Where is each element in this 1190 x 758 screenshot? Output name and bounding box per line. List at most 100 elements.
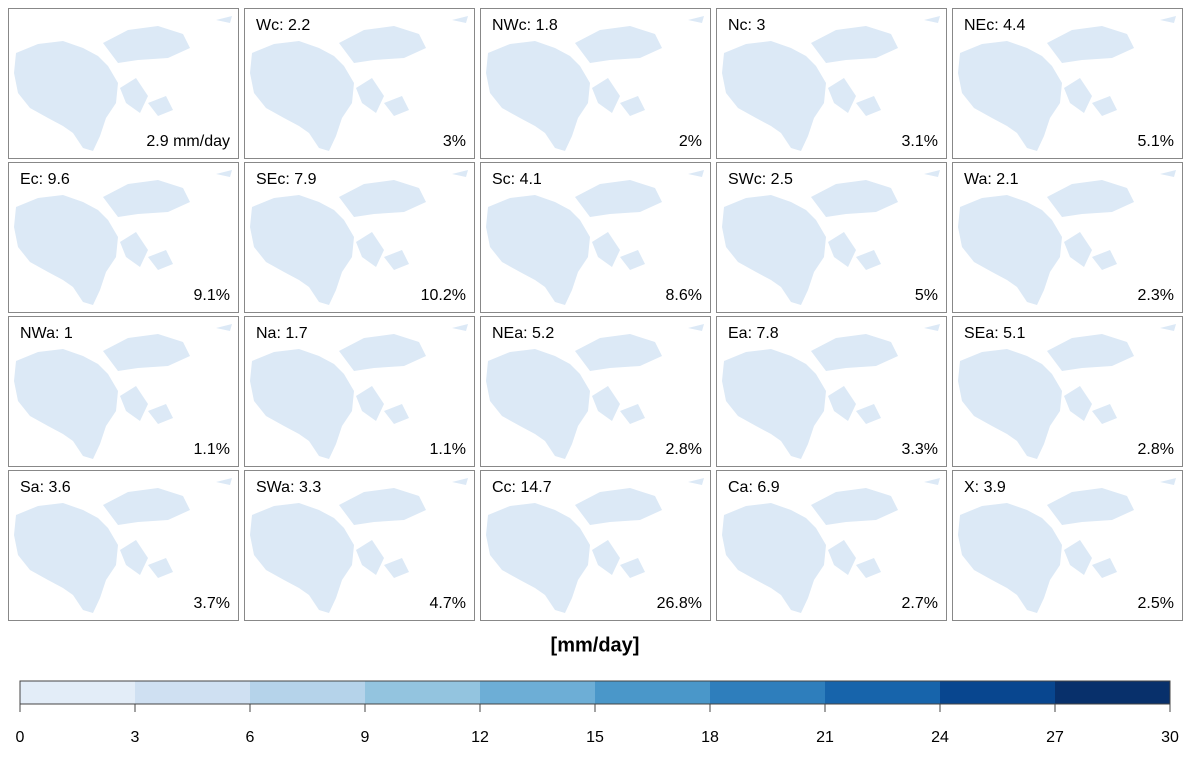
land	[452, 170, 468, 177]
land	[103, 488, 190, 525]
land	[148, 404, 173, 424]
panel-corner: 4.7%	[430, 595, 466, 612]
land	[120, 386, 148, 421]
panel-corner: 3%	[443, 133, 466, 150]
land	[924, 478, 940, 485]
land	[250, 349, 354, 459]
map-panel: NWa: 1 1.1%	[8, 316, 239, 467]
land	[1160, 324, 1176, 331]
land	[688, 16, 704, 23]
panel-corner: 3.3%	[902, 441, 938, 458]
land	[1047, 334, 1134, 371]
land	[592, 232, 620, 267]
land	[828, 540, 856, 575]
land	[250, 503, 354, 613]
land	[924, 16, 940, 23]
panel-corner: 2.7%	[902, 595, 938, 612]
colorbar-swatch	[135, 681, 250, 704]
land	[811, 334, 898, 371]
panel-corner: 2.5%	[1138, 595, 1174, 612]
land	[120, 232, 148, 267]
panel-corner: 2.8%	[1138, 441, 1174, 458]
land	[384, 96, 409, 116]
map-panel: NWc: 1.8 2%	[480, 8, 711, 159]
land	[592, 386, 620, 421]
colorbar-tick-label: 30	[1161, 729, 1179, 746]
panel-corner: 2.9 mm/day	[146, 133, 230, 150]
map-panel: Nc: 3 3.1%	[716, 8, 947, 159]
land	[14, 195, 118, 305]
land	[216, 478, 232, 485]
colorbar-swatch	[595, 681, 710, 704]
land	[1064, 540, 1092, 575]
land	[486, 349, 590, 459]
panel-title: Ec: 9.6	[20, 171, 70, 188]
land	[958, 503, 1062, 613]
land	[486, 41, 590, 151]
map-panel: Sa: 3.6 3.7%	[8, 470, 239, 621]
map-panel: NEa: 5.2 2.8%	[480, 316, 711, 467]
land	[811, 180, 898, 217]
land	[620, 250, 645, 270]
land	[688, 478, 704, 485]
land	[1064, 386, 1092, 421]
land	[575, 180, 662, 217]
panel-title: NWa: 1	[20, 325, 73, 342]
land	[486, 503, 590, 613]
land	[722, 349, 826, 459]
land	[384, 250, 409, 270]
land	[1064, 78, 1092, 113]
colorbar-swatch	[365, 681, 480, 704]
land	[148, 96, 173, 116]
panel-corner: 5.1%	[1138, 133, 1174, 150]
map-panel: Ec: 9.6 9.1%	[8, 162, 239, 313]
land	[1160, 478, 1176, 485]
panel-title: NEc: 4.4	[964, 17, 1025, 34]
map-panel: NEc: 4.4 5.1%	[952, 8, 1183, 159]
land	[250, 195, 354, 305]
land	[688, 324, 704, 331]
land	[356, 78, 384, 113]
land	[339, 488, 426, 525]
panel-title: Sc: 4.1	[492, 171, 542, 188]
land	[356, 232, 384, 267]
map-panel: Wa: 2.1 2.3%	[952, 162, 1183, 313]
land	[384, 558, 409, 578]
land	[828, 232, 856, 267]
land	[575, 26, 662, 63]
colorbar-tick-label: 21	[816, 729, 834, 746]
panel-title: SWa: 3.3	[256, 479, 321, 496]
map-panel: Ca: 6.9 2.7%	[716, 470, 947, 621]
land	[250, 41, 354, 151]
land	[620, 558, 645, 578]
land	[620, 96, 645, 116]
land	[356, 540, 384, 575]
land	[1160, 16, 1176, 23]
colorbar-swatch	[940, 681, 1055, 704]
panel-title: Sa: 3.6	[20, 479, 71, 496]
panel-corner: 3.1%	[902, 133, 938, 150]
panel-title: Ea: 7.8	[728, 325, 779, 342]
land	[339, 26, 426, 63]
land	[620, 404, 645, 424]
colorbar-swatch	[710, 681, 825, 704]
panel-corner: 3.7%	[194, 595, 230, 612]
land	[216, 170, 232, 177]
land	[148, 558, 173, 578]
map-panel: Wc: 2.2 3%	[244, 8, 475, 159]
land	[688, 170, 704, 177]
colorbar-tick-label: 24	[931, 729, 949, 746]
land	[1092, 96, 1117, 116]
colorbar-tick-label: 27	[1046, 729, 1064, 746]
panel-corner: 8.6%	[666, 287, 702, 304]
land	[14, 503, 118, 613]
panel-title: X: 3.9	[964, 479, 1006, 496]
land	[14, 41, 118, 151]
map-panel: Na: 1.7 1.1%	[244, 316, 475, 467]
map-panel: Cc: 14.7 26.8%	[480, 470, 711, 621]
land	[1092, 558, 1117, 578]
land	[592, 540, 620, 575]
map-panel: SEc: 7.9 10.2%	[244, 162, 475, 313]
land	[924, 324, 940, 331]
